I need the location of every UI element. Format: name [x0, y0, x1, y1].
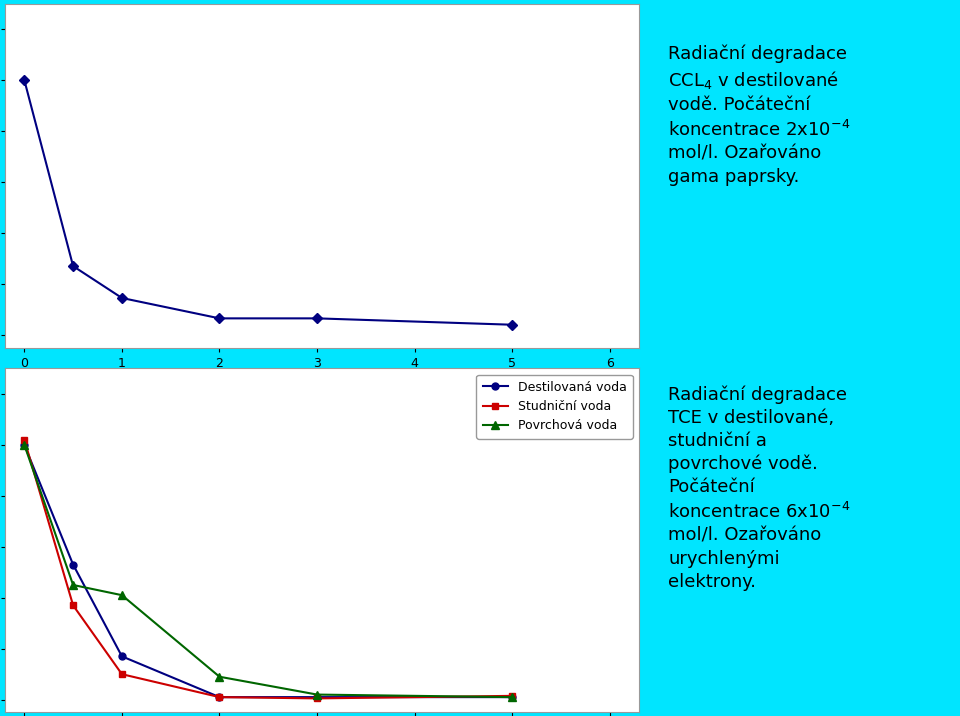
- Studniční voda: [116, 670, 128, 679]
- Studniční voda: [18, 435, 30, 444]
- Legend: Destilovaná voda, Studniční voda, Povrchová voda: Destilovaná voda, Studniční voda, Povrch…: [476, 374, 633, 439]
- Povrchová voda: [507, 693, 518, 702]
- Line: Povrchová voda: Povrchová voda: [20, 440, 516, 701]
- Studniční voda: [507, 692, 518, 700]
- Text: Radiační degradace
CCL$_4$ v destilované
vodě. Počáteční
koncentrace 2x10$^{-4}$: Radiační degradace CCL$_4$ v destilované…: [668, 45, 851, 185]
- Line: Studniční voda: Studniční voda: [21, 436, 516, 702]
- Destilovaná voda: [67, 561, 79, 569]
- Povrchová voda: [67, 581, 79, 589]
- Povrchová voda: [116, 591, 128, 599]
- Destilovaná voda: [214, 693, 226, 702]
- Studniční voda: [67, 601, 79, 609]
- Povrchová voda: [214, 672, 226, 681]
- Studniční voda: [311, 694, 323, 702]
- Studniční voda: [214, 693, 226, 702]
- Destilovaná voda: [18, 440, 30, 449]
- Destilovaná voda: [507, 693, 518, 702]
- Povrchová voda: [311, 690, 323, 699]
- Destilovaná voda: [116, 652, 128, 661]
- Povrchová voda: [18, 440, 30, 449]
- X-axis label: Dávka (kGy): Dávka (kGy): [278, 375, 365, 390]
- Line: Destilovaná voda: Destilovaná voda: [21, 441, 516, 700]
- Text: Radiační degradace
TCE v destilované,
studniční a
povrchové vodě.
Počáteční
konc: Radiační degradace TCE v destilované, st…: [668, 385, 851, 591]
- Destilovaná voda: [311, 693, 323, 702]
